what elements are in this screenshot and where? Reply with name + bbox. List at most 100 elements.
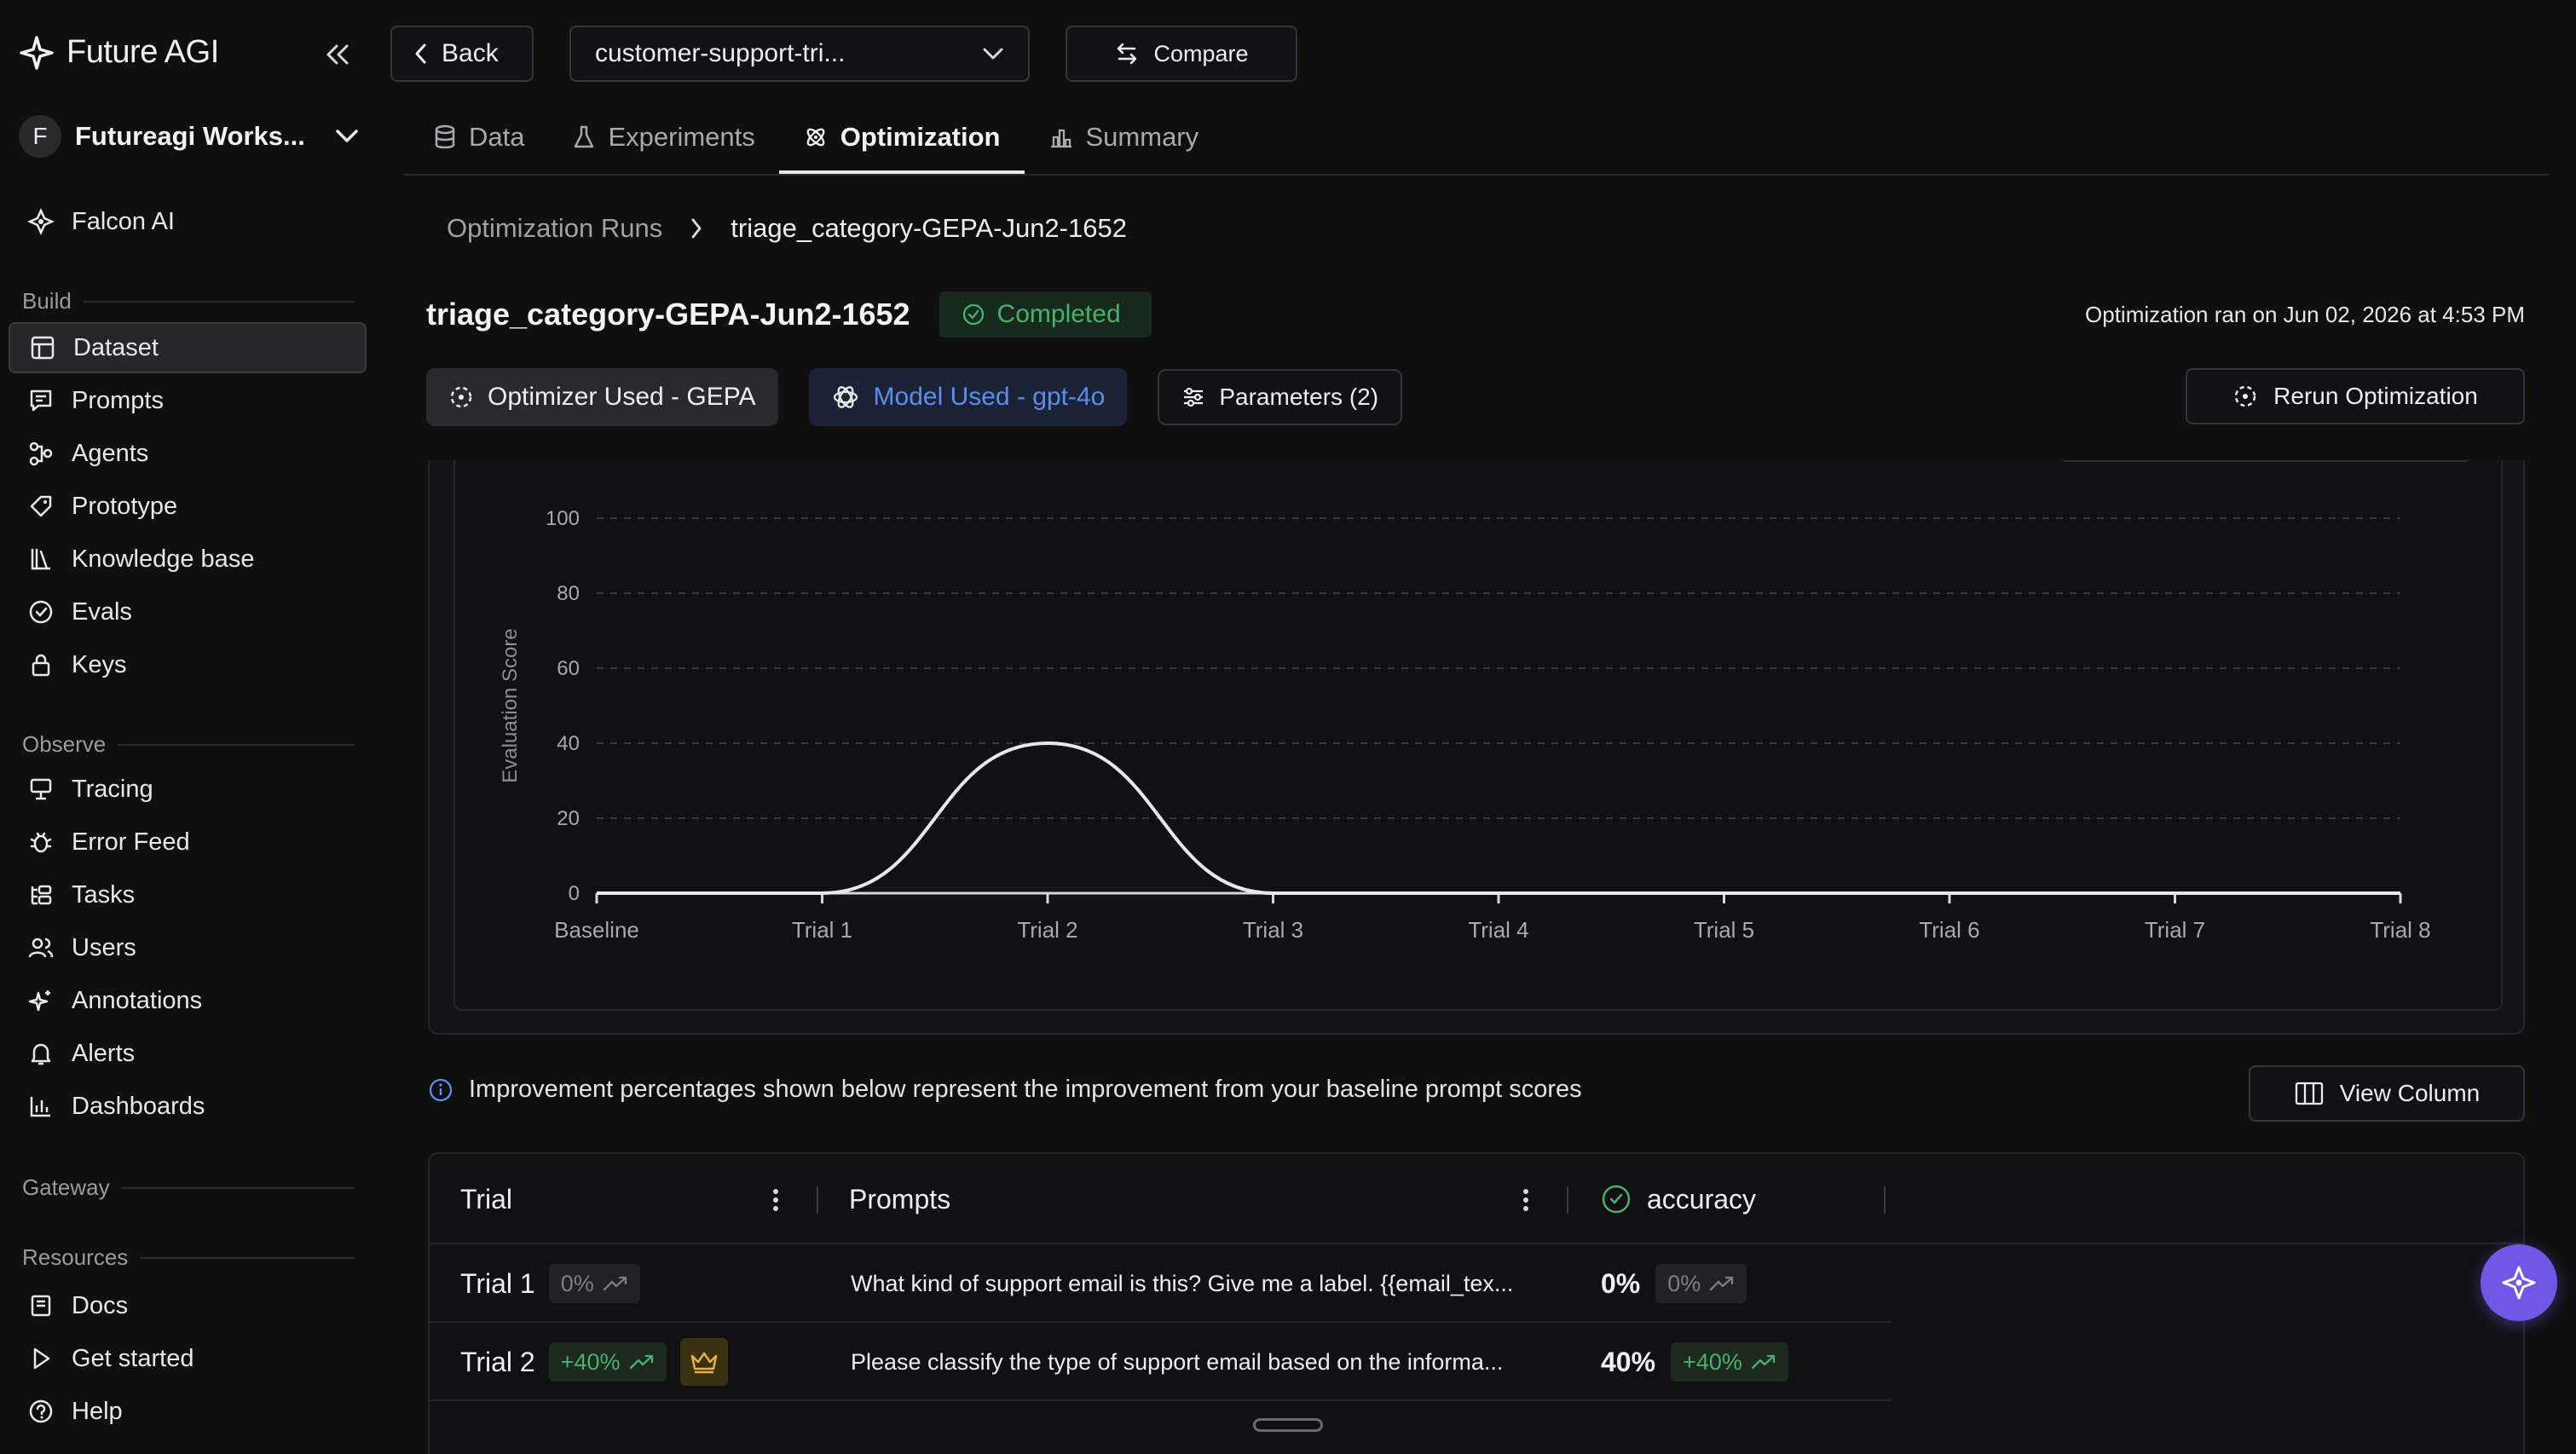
- sidebar-item-label: Get started: [72, 1344, 194, 1372]
- workspace-switcher[interactable]: F Futureagi Works...: [19, 115, 360, 158]
- flask-icon: [572, 124, 596, 150]
- sidebar-item-help[interactable]: Help: [9, 1386, 367, 1437]
- kebab-menu-icon[interactable]: [767, 1185, 784, 1215]
- back-label: Back: [442, 39, 499, 67]
- column-header-prompts[interactable]: Prompts: [849, 1183, 951, 1215]
- sidebar-item-label: Keys: [72, 650, 127, 678]
- double-chevron-left-icon: [323, 43, 350, 66]
- x-tick-label: Trial 5: [1694, 917, 1754, 943]
- dataset-select-value: customer-support-tri...: [595, 39, 846, 67]
- table-header: Trial Prompts accuracy: [430, 1154, 2523, 1244]
- rerun-optimization-button[interactable]: Rerun Optimization: [2186, 368, 2525, 424]
- check-circle-icon: [962, 303, 985, 326]
- tab-label: Optimization: [840, 122, 1001, 152]
- tag-icon: [26, 491, 56, 522]
- sidebar-item-label: Agents: [72, 439, 149, 467]
- sidebar-item-prompts[interactable]: Prompts: [9, 375, 367, 426]
- tab-label: Experiments: [608, 122, 755, 152]
- section-label-build: Build: [22, 288, 355, 314]
- tab-optimization[interactable]: Optimization: [778, 101, 1025, 174]
- bell-icon: [26, 1038, 56, 1069]
- falcon-ai-launcher-button[interactable]: [2481, 1244, 2557, 1321]
- column-header-accuracy[interactable]: accuracy: [1601, 1154, 1756, 1244]
- column-resizer[interactable]: [817, 1186, 818, 1214]
- sidebar-item-error-feed[interactable]: Error Feed: [9, 816, 367, 868]
- x-tick-label: Trial 3: [1243, 917, 1303, 943]
- kebab-menu-icon[interactable]: [1517, 1185, 1534, 1215]
- accuracy-value: 0%: [1601, 1267, 1641, 1299]
- prompt-icon: [26, 385, 56, 416]
- section-divider: [118, 743, 355, 746]
- sidebar-item-dataset[interactable]: Dataset: [9, 322, 367, 373]
- chevron-down-icon: [334, 128, 360, 145]
- sidebar-item-dashboards[interactable]: Dashboards: [9, 1081, 367, 1132]
- tab-summary[interactable]: Summary: [1025, 101, 1223, 174]
- series-line: [597, 741, 2400, 895]
- sidebar-item-label: Evals: [72, 597, 132, 626]
- optimizer-icon: [448, 384, 474, 410]
- back-button[interactable]: Back: [390, 26, 534, 82]
- help-icon: [26, 1396, 56, 1427]
- y-tick-label: 80: [557, 582, 580, 605]
- breadcrumb-optimization-runs[interactable]: Optimization Runs: [447, 213, 663, 243]
- parameters-button[interactable]: Parameters (2): [1158, 369, 1403, 425]
- future-agi-logo-icon: [19, 35, 55, 71]
- bar-chart-icon: [1048, 125, 1074, 149]
- compare-button[interactable]: Compare: [1066, 26, 1297, 82]
- dataset-select[interactable]: customer-support-tri...: [569, 26, 1030, 82]
- column-resizer[interactable]: [1884, 1186, 1886, 1214]
- optimizer-label: Optimizer Used - GEPA: [488, 383, 756, 411]
- sidebar-item-alerts[interactable]: Alerts: [9, 1028, 367, 1079]
- prompt-cell: Please classify the type of support emai…: [851, 1323, 1503, 1401]
- sidebar-item-users[interactable]: Users: [9, 922, 367, 973]
- section-divider: [121, 1186, 355, 1189]
- sidebar: Future AGI F Futureagi Works... Falcon A…: [0, 0, 375, 1454]
- sidebar-item-agents[interactable]: Agents: [9, 428, 367, 479]
- sidebar-item-docs[interactable]: Docs: [9, 1280, 367, 1331]
- model-chip: Model Used - gpt-4o: [808, 368, 1128, 426]
- top-toolbar: Back customer-support-tri... Compare: [390, 26, 1297, 84]
- optimizer-chip: Optimizer Used - GEPA: [426, 368, 778, 426]
- sidebar-item-label: Users: [72, 933, 136, 961]
- sidebar-item-annotations[interactable]: Annotations: [9, 975, 367, 1026]
- falcon-icon: [2499, 1263, 2538, 1302]
- breadcrumb: Optimization Runs triage_category-GEPA-J…: [447, 213, 1127, 244]
- resize-handle[interactable]: [1253, 1418, 1323, 1432]
- best-trial-crown-icon: [679, 1338, 728, 1386]
- section-label-resources: Resources: [22, 1244, 355, 1271]
- column-header-trial[interactable]: Trial: [460, 1183, 513, 1215]
- column-resizer[interactable]: [1567, 1186, 1568, 1214]
- tab-data[interactable]: Data: [409, 101, 548, 174]
- collapse-sidebar-button[interactable]: [317, 38, 356, 72]
- sidebar-item-label: Knowledge base: [72, 545, 255, 573]
- sidebar-item-prototype[interactable]: Prototype: [9, 481, 367, 532]
- chart-toolbar-edge: [2063, 459, 2469, 462]
- y-axis-label: Evaluation Score: [499, 628, 522, 782]
- sidebar-item-knowledge-base[interactable]: Knowledge base: [9, 534, 367, 585]
- accuracy-cell: 0% 0%: [1601, 1244, 1747, 1323]
- delta-value: +40%: [560, 1348, 621, 1375]
- sidebar-item-tasks[interactable]: Tasks: [9, 869, 367, 920]
- prompt-text: What kind of support email is this? Give…: [851, 1270, 1514, 1296]
- tab-bar: Data Experiments Optimization Summary: [409, 101, 1222, 174]
- page-title: triage_category-GEPA-Jun2-1652: [426, 297, 910, 332]
- chevron-right-icon: [690, 216, 703, 240]
- brand-logo[interactable]: Future AGI: [19, 34, 219, 71]
- view-column-button[interactable]: View Column: [2249, 1065, 2525, 1122]
- sidebar-item-get-started[interactable]: Get started: [9, 1333, 367, 1384]
- sidebar-item-keys[interactable]: Keys: [9, 639, 367, 690]
- sidebar-item-label: Alerts: [72, 1039, 136, 1067]
- accuracy-value: 40%: [1601, 1346, 1656, 1377]
- trial-name: Trial 2: [460, 1346, 535, 1377]
- table-row[interactable]: Trial 1 0% What kind of support email is…: [430, 1244, 1891, 1323]
- chart-panel: 0 20 40 60 80 100 Evaluation Score Baseline Tria…: [453, 460, 2503, 1011]
- section-title: Resources: [22, 1244, 129, 1270]
- tab-experiments[interactable]: Experiments: [548, 101, 778, 174]
- section-label-observe: Observe: [22, 731, 355, 758]
- sidebar-item-tracing[interactable]: Tracing: [9, 764, 367, 815]
- info-icon: [428, 1077, 453, 1103]
- users-icon: [26, 932, 56, 963]
- sidebar-item-evals[interactable]: Evals: [9, 586, 367, 638]
- sidebar-item-falcon-ai[interactable]: Falcon AI: [9, 196, 367, 247]
- table-row[interactable]: Trial 2 +40% Please classify the type of…: [430, 1323, 1891, 1401]
